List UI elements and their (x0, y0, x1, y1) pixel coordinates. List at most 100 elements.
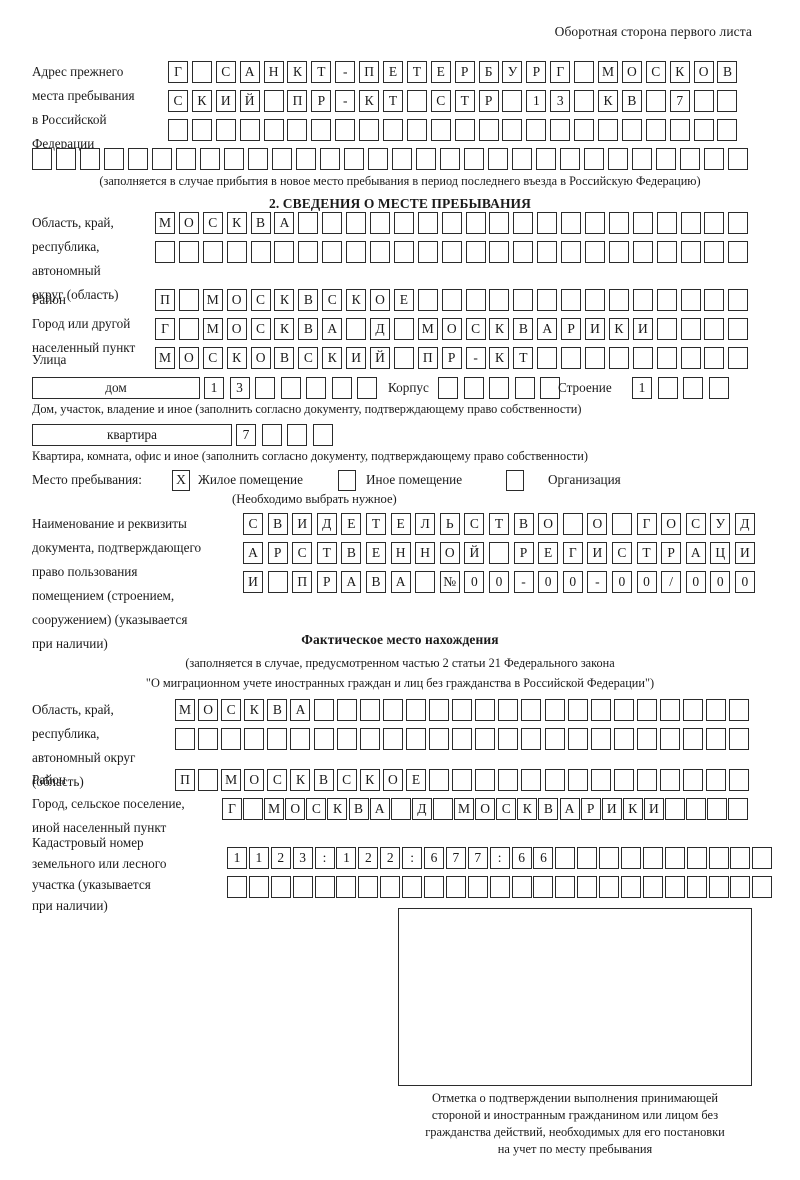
char-cell[interactable]: 2 (270, 847, 291, 869)
char-cell[interactable] (430, 119, 451, 141)
char-cell[interactable]: В (348, 798, 369, 820)
char-cell[interactable]: 1 (227, 847, 247, 869)
char-cell[interactable] (128, 148, 148, 170)
char-cell[interactable]: Р (267, 542, 288, 564)
char-cell[interactable] (417, 289, 438, 311)
char-cell[interactable]: С (202, 212, 223, 234)
char-cell[interactable]: С (168, 90, 188, 112)
actual-region-row-2[interactable] (175, 728, 750, 750)
char-cell[interactable]: С (243, 513, 263, 535)
char-cell[interactable] (656, 212, 677, 234)
char-cell[interactable] (311, 119, 332, 141)
char-cell[interactable]: Г (222, 798, 242, 820)
char-cell[interactable] (555, 876, 576, 898)
char-cell[interactable] (502, 90, 523, 112)
char-cell[interactable] (621, 847, 642, 869)
char-cell[interactable]: Е (405, 769, 426, 791)
char-cell[interactable] (393, 241, 414, 263)
char-cell[interactable]: М (598, 61, 619, 83)
char-cell[interactable] (632, 148, 652, 170)
char-cell[interactable]: С (611, 542, 632, 564)
char-cell[interactable]: М (264, 798, 285, 820)
char-cell[interactable]: И (215, 90, 236, 112)
char-cell[interactable] (292, 876, 313, 898)
char-cell[interactable]: 0 (562, 571, 583, 593)
char-cell[interactable] (577, 847, 598, 869)
char-cell[interactable] (728, 347, 749, 369)
char-cell[interactable]: 0 (611, 571, 632, 593)
char-cell[interactable]: Ь (439, 513, 460, 535)
char-cell[interactable]: 7 (236, 424, 256, 446)
char-cell[interactable]: 0 (488, 571, 509, 593)
char-cell[interactable] (178, 289, 199, 311)
char-cell[interactable]: № (439, 571, 460, 593)
char-cell[interactable]: А (537, 318, 558, 340)
char-cell[interactable] (730, 876, 751, 898)
char-cell[interactable] (272, 148, 292, 170)
char-cell[interactable]: В (298, 318, 319, 340)
char-cell[interactable]: К (608, 318, 629, 340)
char-cell[interactable] (574, 61, 595, 83)
char-cell[interactable] (344, 148, 364, 170)
char-cell[interactable] (393, 212, 414, 234)
char-cell[interactable] (370, 212, 391, 234)
char-cell[interactable]: Р (661, 542, 682, 564)
char-cell[interactable] (243, 798, 264, 820)
char-cell[interactable]: О (226, 318, 247, 340)
char-cell[interactable] (287, 424, 307, 446)
char-cell[interactable] (680, 318, 701, 340)
char-cell[interactable] (704, 212, 725, 234)
char-cell[interactable]: К (517, 798, 538, 820)
char-cell[interactable]: 0 (464, 571, 485, 593)
char-cell[interactable]: В (513, 513, 534, 535)
char-cell[interactable]: У (502, 61, 523, 83)
char-cell[interactable]: 1 (204, 377, 224, 399)
char-cell[interactable]: О (693, 61, 714, 83)
char-cell[interactable] (544, 699, 565, 721)
char-cell[interactable] (168, 119, 188, 141)
char-cell[interactable] (359, 728, 380, 750)
char-cell[interactable]: 7 (669, 90, 690, 112)
char-cell[interactable]: В (267, 513, 288, 535)
char-cell[interactable]: В (341, 542, 362, 564)
char-cell[interactable]: 0 (538, 571, 559, 593)
char-cell[interactable] (544, 728, 565, 750)
char-cell[interactable]: Е (538, 542, 559, 564)
char-cell[interactable]: Е (341, 513, 362, 535)
char-cell[interactable] (359, 699, 380, 721)
char-cell[interactable] (263, 119, 284, 141)
char-cell[interactable] (417, 241, 438, 263)
char-cell[interactable] (683, 699, 704, 721)
char-cell[interactable] (441, 241, 462, 263)
char-cell[interactable]: М (155, 347, 175, 369)
char-cell[interactable]: 3 (229, 377, 250, 399)
confirmation-stamp-box[interactable] (398, 908, 752, 1086)
char-cell[interactable]: Й (370, 347, 391, 369)
char-cell[interactable] (489, 212, 510, 234)
char-cell[interactable] (730, 847, 751, 869)
char-cell[interactable]: С (202, 347, 223, 369)
char-cell[interactable]: О (285, 798, 306, 820)
stay-type-checkbox-organization[interactable] (506, 470, 524, 491)
char-cell[interactable] (686, 798, 707, 820)
char-cell[interactable] (613, 699, 634, 721)
char-cell[interactable]: - (335, 61, 356, 83)
char-cell[interactable]: - (335, 90, 356, 112)
char-cell[interactable] (708, 847, 729, 869)
char-cell[interactable] (537, 241, 558, 263)
char-cell[interactable]: О (661, 513, 682, 535)
char-cell[interactable]: Е (393, 289, 414, 311)
char-cell[interactable]: К (322, 347, 343, 369)
char-cell[interactable] (429, 699, 450, 721)
char-cell[interactable] (567, 699, 588, 721)
char-cell[interactable] (632, 289, 653, 311)
char-cell[interactable] (704, 318, 725, 340)
char-cell[interactable] (683, 769, 704, 791)
char-cell[interactable]: Р (513, 542, 534, 564)
char-cell[interactable]: С (465, 318, 486, 340)
